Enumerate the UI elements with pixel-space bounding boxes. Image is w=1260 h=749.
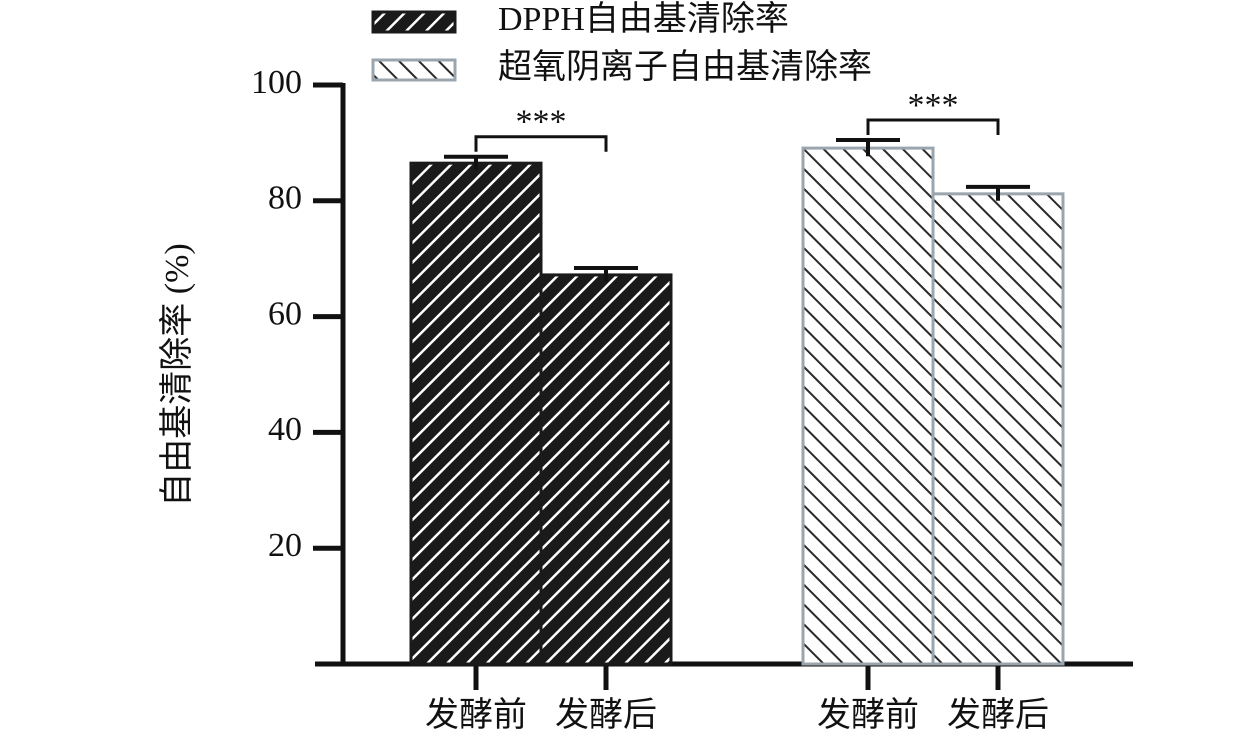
bar <box>801 146 935 666</box>
y-tick-label: 100 <box>251 64 302 101</box>
y-tick-label: 20 <box>268 527 302 564</box>
x-tick-label: 发酵前 <box>425 696 527 734</box>
y-tick-label: 60 <box>268 295 302 332</box>
significance-label: *** <box>908 87 959 124</box>
error-bar <box>574 265 638 282</box>
x-tick-label: 发酵后 <box>555 696 657 734</box>
significance-bracket <box>866 118 1000 136</box>
y-axis-label: 自由基清除率 (%) <box>158 243 196 506</box>
error-bar <box>966 184 1030 201</box>
y-tick-label: 80 <box>268 180 302 217</box>
bar <box>539 273 673 666</box>
legend-swatch <box>371 58 457 82</box>
significance-bracket <box>474 135 608 152</box>
significance-label: *** <box>516 104 567 141</box>
legend-label: DPPH自由基清除率 <box>498 0 789 38</box>
legend-swatch <box>371 10 457 34</box>
legend-label: 超氧阴离子自由基清除率 <box>498 48 872 86</box>
error-bar <box>444 154 508 170</box>
error-bar <box>836 138 900 157</box>
x-tick-label: 发酵前 <box>817 696 919 734</box>
bar <box>409 161 543 666</box>
bar <box>931 192 1065 666</box>
x-tick-label: 发酵后 <box>947 696 1049 734</box>
y-tick-label: 40 <box>268 411 302 448</box>
